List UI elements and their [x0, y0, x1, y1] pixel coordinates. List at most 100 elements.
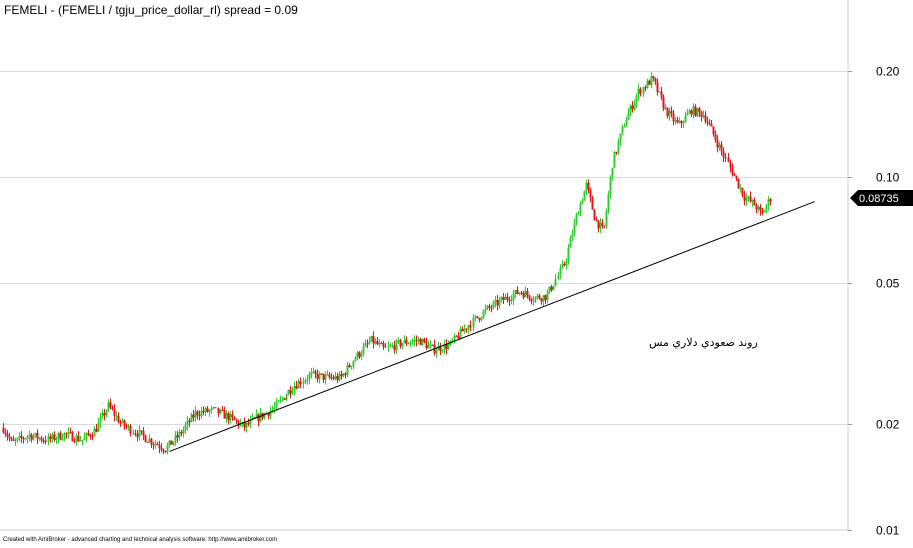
candle-body: [8, 436, 11, 439]
candle-body: [629, 105, 632, 114]
candle-body: [61, 438, 64, 440]
candle-body: [198, 415, 201, 417]
y-tick-label: 0.10: [876, 171, 900, 185]
candle-body: [567, 247, 570, 261]
candle-body: [99, 417, 102, 423]
candle-body: [389, 345, 392, 347]
candle-body: [749, 196, 752, 202]
candle-body: [577, 214, 580, 216]
candle-body: [160, 447, 163, 450]
candle-body: [249, 419, 252, 425]
candle-body: [271, 409, 274, 411]
candle-body: [24, 438, 27, 440]
candle-body: [704, 115, 707, 122]
candle-body: [164, 450, 167, 452]
candle-body: [229, 414, 232, 421]
candle-body: [455, 335, 458, 337]
candle-body: [415, 339, 418, 342]
candle-body: [508, 299, 511, 301]
candle-body: [93, 428, 96, 437]
candle-body: [360, 353, 363, 357]
candle-body: [113, 409, 116, 416]
candle-body: [627, 113, 630, 121]
candle-body: [204, 408, 207, 413]
candle-body: [492, 302, 495, 308]
candle-body: [342, 373, 345, 377]
candle-body: [269, 410, 272, 416]
candle-body: [751, 199, 754, 202]
candle-body: [12, 439, 15, 441]
candle-body: [411, 341, 414, 343]
candle-body: [757, 206, 760, 210]
candle-body: [318, 373, 321, 380]
candle-body: [676, 119, 679, 123]
candle-body: [696, 108, 699, 116]
candle-body: [237, 420, 240, 426]
candle-body: [591, 197, 594, 210]
candle-body: [684, 115, 687, 123]
candle-body: [138, 430, 141, 437]
candle-body: [73, 441, 76, 443]
candle-body: [85, 433, 88, 438]
candle-body: [101, 412, 104, 418]
candle-body: [743, 195, 746, 201]
candle-body: [158, 445, 161, 448]
candle-body: [690, 110, 693, 115]
candle-body: [441, 350, 444, 352]
candle-body: [514, 289, 517, 295]
candle-body: [510, 300, 513, 302]
candle-body: [731, 167, 734, 175]
candle-body: [573, 222, 576, 235]
candle-body: [445, 343, 448, 349]
candle-body: [601, 222, 604, 226]
grid-lines: [0, 0, 849, 531]
candle-body: [277, 400, 280, 402]
candle-body: [425, 341, 428, 349]
candle-body: [127, 425, 130, 427]
candle-body: [625, 120, 628, 127]
candle-body: [281, 398, 284, 400]
candle-body: [334, 375, 337, 379]
candle-body: [480, 317, 483, 320]
candle-body: [57, 432, 60, 439]
candle-body: [47, 436, 50, 443]
candle-body: [722, 150, 725, 157]
candle-body: [631, 105, 634, 110]
candle-body: [548, 286, 551, 293]
candle-body: [413, 339, 416, 342]
candle-body: [148, 438, 151, 443]
candle-body: [767, 199, 770, 206]
candle-body: [571, 234, 574, 238]
candle-body: [727, 157, 730, 162]
candle-body: [103, 412, 106, 416]
candle-body: [166, 445, 169, 452]
candle-body: [123, 420, 126, 427]
candle-body: [474, 316, 477, 318]
candle-body: [650, 76, 653, 85]
candle-body: [200, 410, 203, 416]
candle-body: [518, 292, 521, 295]
candle-body: [302, 382, 305, 385]
candle-body: [678, 121, 681, 123]
candle-body: [544, 295, 547, 301]
candle-body: [563, 263, 566, 266]
candle-body: [607, 194, 610, 212]
candle-body: [310, 372, 313, 375]
candle-body: [490, 307, 493, 309]
candle-body: [285, 395, 288, 400]
candle-body: [595, 220, 598, 222]
candle-body: [81, 440, 84, 442]
candle-body: [10, 438, 13, 440]
candle-body: [140, 430, 143, 432]
candle-body: [387, 346, 390, 348]
candle-body: [196, 411, 199, 416]
candle-body: [154, 443, 157, 445]
candle-body: [658, 91, 661, 93]
candle-body: [259, 412, 262, 422]
candle-body: [478, 317, 481, 320]
candle-body: [366, 343, 369, 345]
candle-body: [144, 435, 147, 442]
candle-body: [119, 422, 122, 424]
candle-body: [615, 151, 618, 153]
